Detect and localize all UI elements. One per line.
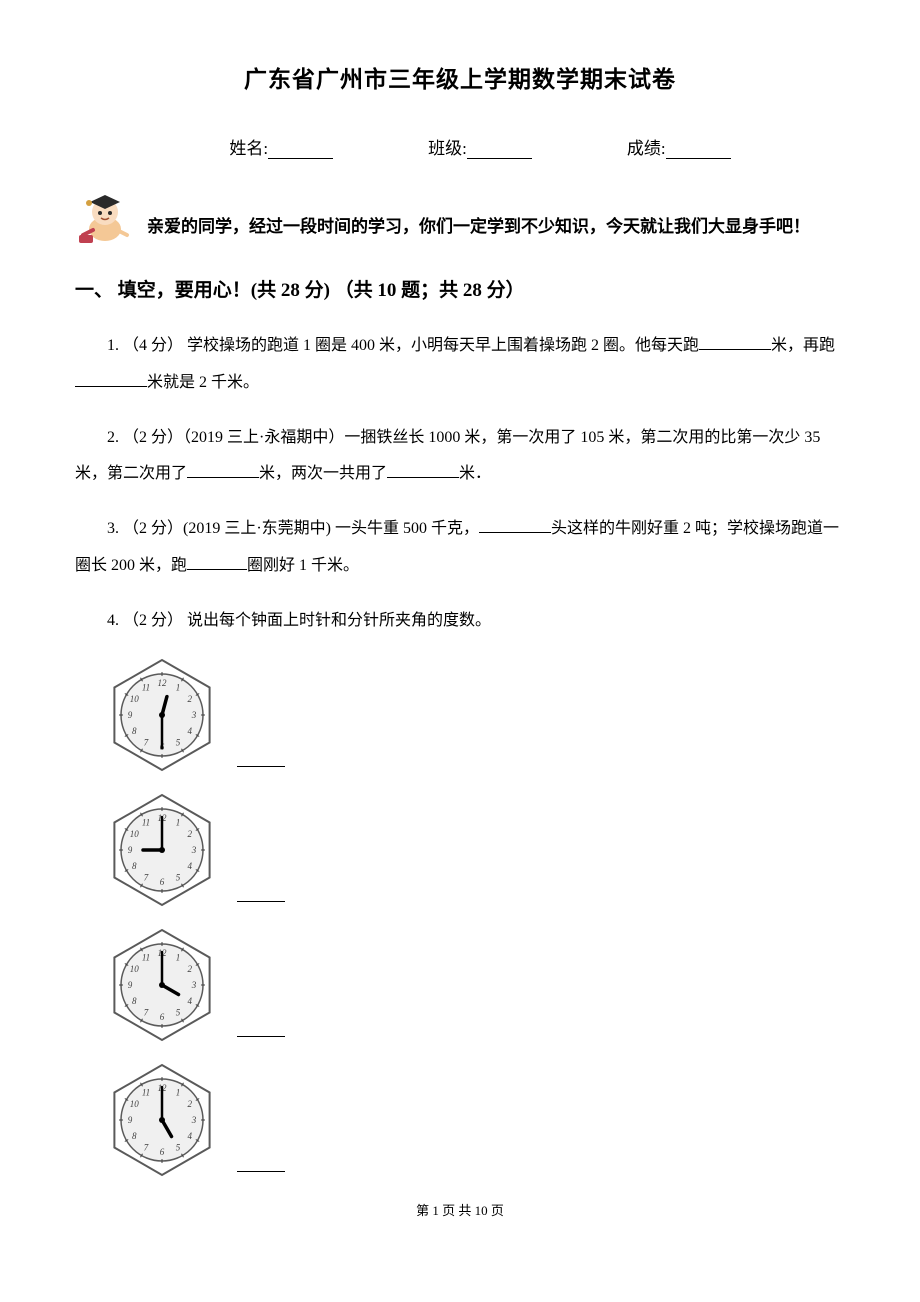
greeting-text: 亲爱的同学，经过一段时间的学习，你们一定学到不少知识，今天就让我们大显身手吧！ [147, 212, 810, 247]
svg-text:8: 8 [132, 726, 137, 736]
score-field: 成绩: [627, 134, 731, 159]
clock-row-4: 123456789101112 [105, 1063, 845, 1182]
svg-text:10: 10 [130, 694, 140, 704]
svg-text:10: 10 [130, 1099, 140, 1109]
question-4: 4. （2 分） 说出每个钟面上时针和分针所夹角的度数。 [75, 603, 845, 640]
svg-text:9: 9 [128, 1115, 133, 1125]
svg-text:11: 11 [142, 817, 150, 827]
svg-text:3: 3 [191, 845, 197, 855]
svg-text:6: 6 [160, 1147, 165, 1157]
svg-text:9: 9 [128, 980, 133, 990]
clock-face-3: 123456789101112 [105, 928, 219, 1047]
question-3: 3. （2 分）(2019 三上·东莞期中) 一头牛重 500 千克，头这样的牛… [75, 511, 845, 585]
name-field: 姓名: [229, 134, 333, 159]
clock-answer-blank-4[interactable] [237, 1156, 285, 1172]
svg-text:2: 2 [187, 694, 192, 704]
clock-face-1: 123456789101112 [105, 658, 219, 777]
svg-text:2: 2 [187, 964, 192, 974]
svg-text:1: 1 [176, 817, 181, 827]
svg-text:11: 11 [142, 952, 150, 962]
svg-text:5: 5 [176, 1142, 181, 1152]
clocks-container: 123456789101112 123456789101112 12345678… [75, 658, 845, 1182]
q2-text-3: 米． [459, 465, 491, 482]
class-label: 班级: [428, 134, 467, 159]
svg-text:4: 4 [187, 861, 192, 871]
svg-text:7: 7 [144, 1007, 149, 1017]
svg-text:8: 8 [132, 1131, 137, 1141]
class-blank[interactable] [467, 141, 532, 159]
svg-text:5: 5 [176, 737, 181, 747]
svg-text:7: 7 [144, 872, 149, 882]
score-blank[interactable] [666, 141, 731, 159]
q1-blank-2[interactable] [75, 371, 147, 387]
q2-blank-1[interactable] [187, 462, 259, 478]
section-1-header: 一、 填空，要用心！(共 28 分) （共 10 题；共 28 分） [75, 275, 845, 302]
q3-blank-2[interactable] [187, 554, 247, 570]
svg-text:3: 3 [191, 710, 197, 720]
svg-text:11: 11 [142, 682, 150, 692]
name-blank[interactable] [268, 141, 333, 159]
svg-text:6: 6 [160, 877, 165, 887]
q1-text-1: 1. （4 分） 学校操场的跑道 1 圈是 400 米，小明每天早上围着操场跑 … [107, 337, 699, 354]
clock-row-3: 123456789101112 [105, 928, 845, 1047]
q1-blank-1[interactable] [699, 334, 771, 350]
q3-text-1: 3. （2 分）(2019 三上·东莞期中) 一头牛重 500 千克， [107, 520, 479, 537]
clock-answer-blank-1[interactable] [237, 751, 285, 767]
q3-text-3: 圈刚好 1 千米。 [247, 557, 359, 574]
score-label: 成绩: [627, 134, 666, 159]
svg-text:6: 6 [160, 1012, 165, 1022]
svg-text:3: 3 [191, 1115, 197, 1125]
clock-face-2: 123456789101112 [105, 793, 219, 912]
svg-text:11: 11 [142, 1087, 150, 1097]
clock-face-4: 123456789101112 [105, 1063, 219, 1182]
clock-row-1: 123456789101112 [105, 658, 845, 777]
svg-text:12: 12 [158, 678, 168, 688]
svg-text:2: 2 [187, 1099, 192, 1109]
class-field: 班级: [428, 134, 532, 159]
svg-text:4: 4 [187, 726, 192, 736]
page-footer: 第 1 页 共 10 页 [75, 1200, 845, 1219]
svg-text:10: 10 [130, 964, 140, 974]
q3-blank-1[interactable] [479, 517, 551, 533]
svg-text:8: 8 [132, 861, 137, 871]
name-label: 姓名: [229, 134, 268, 159]
svg-text:4: 4 [187, 1131, 192, 1141]
question-1: 1. （4 分） 学校操场的跑道 1 圈是 400 米，小明每天早上围着操场跑 … [75, 328, 845, 402]
q2-blank-2[interactable] [387, 462, 459, 478]
clock-answer-blank-2[interactable] [237, 886, 285, 902]
q1-text-3: 米就是 2 千米。 [147, 374, 259, 391]
q1-text-2: 米，再跑 [771, 337, 835, 354]
svg-text:1: 1 [176, 682, 181, 692]
header-fields: 姓名: 班级: 成绩: [75, 134, 845, 159]
svg-text:8: 8 [132, 996, 137, 1006]
mascot-icon [75, 187, 135, 247]
svg-text:9: 9 [128, 710, 133, 720]
svg-text:7: 7 [144, 1142, 149, 1152]
svg-text:2: 2 [187, 829, 192, 839]
greeting-row: 亲爱的同学，经过一段时间的学习，你们一定学到不少知识，今天就让我们大显身手吧！ [75, 187, 845, 247]
svg-text:9: 9 [128, 845, 133, 855]
q2-text-2: 米，两次一共用了 [259, 465, 387, 482]
svg-text:5: 5 [176, 872, 181, 882]
svg-text:1: 1 [176, 1087, 181, 1097]
page-title: 广东省广州市三年级上学期数学期末试卷 [75, 60, 845, 94]
svg-text:5: 5 [176, 1007, 181, 1017]
clock-row-2: 123456789101112 [105, 793, 845, 912]
svg-text:1: 1 [176, 952, 181, 962]
question-2: 2. （2 分）（2019 三上·永福期中）一捆铁丝长 1000 米，第一次用了… [75, 420, 845, 494]
clock-answer-blank-3[interactable] [237, 1021, 285, 1037]
svg-text:4: 4 [187, 996, 192, 1006]
svg-text:7: 7 [144, 737, 149, 747]
svg-text:10: 10 [130, 829, 140, 839]
svg-text:3: 3 [191, 980, 197, 990]
